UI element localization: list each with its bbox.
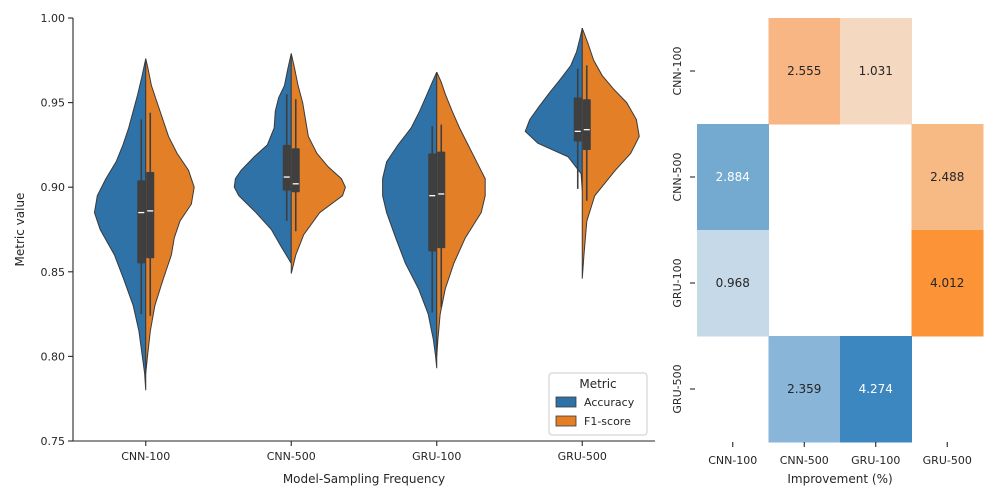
iqr-box-f1-score-gru-100 — [437, 151, 446, 249]
heatmap-x-axis-label: Improvement (%) — [787, 472, 892, 486]
heatmap-value-cnn-100-gru-100: 1.031 — [859, 64, 893, 78]
violin-accuracy-cnn-100 — [93, 58, 147, 391]
y-tick-label: 0.85 — [41, 266, 66, 279]
iqr-box-accuracy-gru-100 — [428, 153, 437, 252]
violin-y-axis-label: Metric value — [13, 193, 27, 267]
heatmap-value-gru-100-cnn-100: 0.968 — [716, 276, 750, 290]
heatmap-value-gru-500-gru-100: 4.274 — [859, 382, 893, 396]
violin-boxes — [137, 65, 591, 316]
heatmap-x-tick-label-cnn-100: CNN-100 — [708, 454, 757, 467]
heatmap-cell-cnn-100-gru-100 — [840, 18, 912, 125]
violin-f1-score-cnn-100 — [145, 58, 195, 374]
heatmap-value-cnn-500-gru-500: 2.488 — [930, 170, 964, 184]
y-tick-label: 0.75 — [41, 435, 66, 448]
heatmap-cells: 2.555 1.031 2.884 2.488 0.968 4.012 2.359 4.274 — [697, 18, 984, 443]
x-tick-label-gru-100: GRU-100 — [412, 450, 461, 463]
heatmap-cell-gru-100-cnn-100 — [697, 230, 769, 337]
y-tick-label: 0.80 — [41, 350, 66, 363]
violin-accuracy-gru-100 — [382, 71, 438, 369]
iqr-box-f1-score-cnn-100 — [146, 171, 155, 259]
heatmap-value-cnn-500-cnn-100: 2.884 — [716, 170, 750, 184]
violin-accuracy-gru-500 — [524, 28, 583, 191]
legend-label-f1-score: F1-score — [584, 415, 631, 428]
heatmap-value-gru-500-cnn-500: 2.359 — [787, 382, 821, 396]
x-tick-label-cnn-500: CNN-500 — [267, 450, 316, 463]
heatmap-y-tick-label-gru-100: GRU-100 — [671, 258, 684, 307]
heatmap-cell-cnn-100-cnn-500 — [768, 18, 841, 125]
legend-title: Metric — [579, 377, 616, 391]
heatmap-cell-cnn-500-gru-500 — [911, 124, 984, 231]
heatmap-x-tick-label-cnn-500: CNN-500 — [780, 454, 829, 467]
violin-f1-score-gru-100 — [436, 71, 486, 357]
x-tick-label-cnn-100: CNN-100 — [121, 450, 170, 463]
violin-plot-panel: 0.75 0.80 0.85 0.90 0.95 1.00 CNN-100 CNN-500 G… — [13, 12, 655, 486]
legend: Metric Accuracy F1-score — [548, 372, 648, 436]
violin-x-ticks: CNN-100 CNN-500 GRU-100 GRU-500 — [121, 441, 607, 463]
x-tick-label-gru-500: GRU-500 — [558, 450, 607, 463]
iqr-box-f1-score-gru-500 — [582, 99, 591, 150]
heatmap-panel: 2.555 1.031 2.884 2.488 0.968 4.012 2.359 4.274… — [671, 18, 984, 486]
heatmap-cell-cnn-500-cnn-100 — [697, 124, 769, 231]
violin-bodies — [93, 27, 640, 391]
legend-swatch-f1-score — [555, 415, 577, 427]
heatmap-y-tick-label-gru-500: GRU-500 — [671, 364, 684, 413]
heatmap-x-tick-label-gru-500: GRU-500 — [923, 454, 972, 467]
violin-f1-score-gru-500 — [581, 27, 640, 279]
violin-f1-score-cnn-500 — [290, 53, 346, 274]
heatmap-y-tick-label-cnn-100: CNN-100 — [671, 46, 684, 95]
heatmap-y-tick-label-cnn-500: CNN-500 — [671, 152, 684, 201]
heatmap-y-ticks: CNN-100 CNN-500 GRU-100 GRU-500 — [671, 46, 695, 414]
y-tick-label: 0.95 — [41, 97, 66, 110]
heatmap-cell-gru-500-gru-100 — [840, 336, 912, 443]
heatmap-value-gru-100-gru-500: 4.012 — [930, 276, 964, 290]
iqr-box-accuracy-gru-500 — [573, 97, 582, 142]
iqr-box-accuracy-cnn-500 — [282, 144, 291, 191]
heatmap-x-tick-label-gru-100: GRU-100 — [851, 454, 900, 467]
heatmap-cell-gru-100-gru-500 — [911, 230, 984, 337]
legend-swatch-accuracy — [555, 396, 577, 408]
y-tick-label: 1.00 — [41, 12, 66, 25]
heatmap-cell-gru-500-cnn-500 — [768, 336, 841, 443]
violin-y-ticks: 0.75 0.80 0.85 0.90 0.95 1.00 — [41, 12, 73, 448]
violin-accuracy-cnn-500 — [233, 53, 292, 266]
heatmap-x-ticks: CNN-100 CNN-500 GRU-100 GRU-500 — [708, 442, 972, 467]
iqr-box-f1-score-cnn-500 — [291, 148, 300, 193]
legend-label-accuracy: Accuracy — [584, 396, 635, 409]
y-tick-label: 0.90 — [41, 181, 66, 194]
heatmap-value-cnn-100-cnn-500: 2.555 — [787, 64, 821, 78]
iqr-box-accuracy-cnn-100 — [137, 180, 146, 264]
violin-x-axis-label: Model-Sampling Frequency — [283, 472, 445, 486]
